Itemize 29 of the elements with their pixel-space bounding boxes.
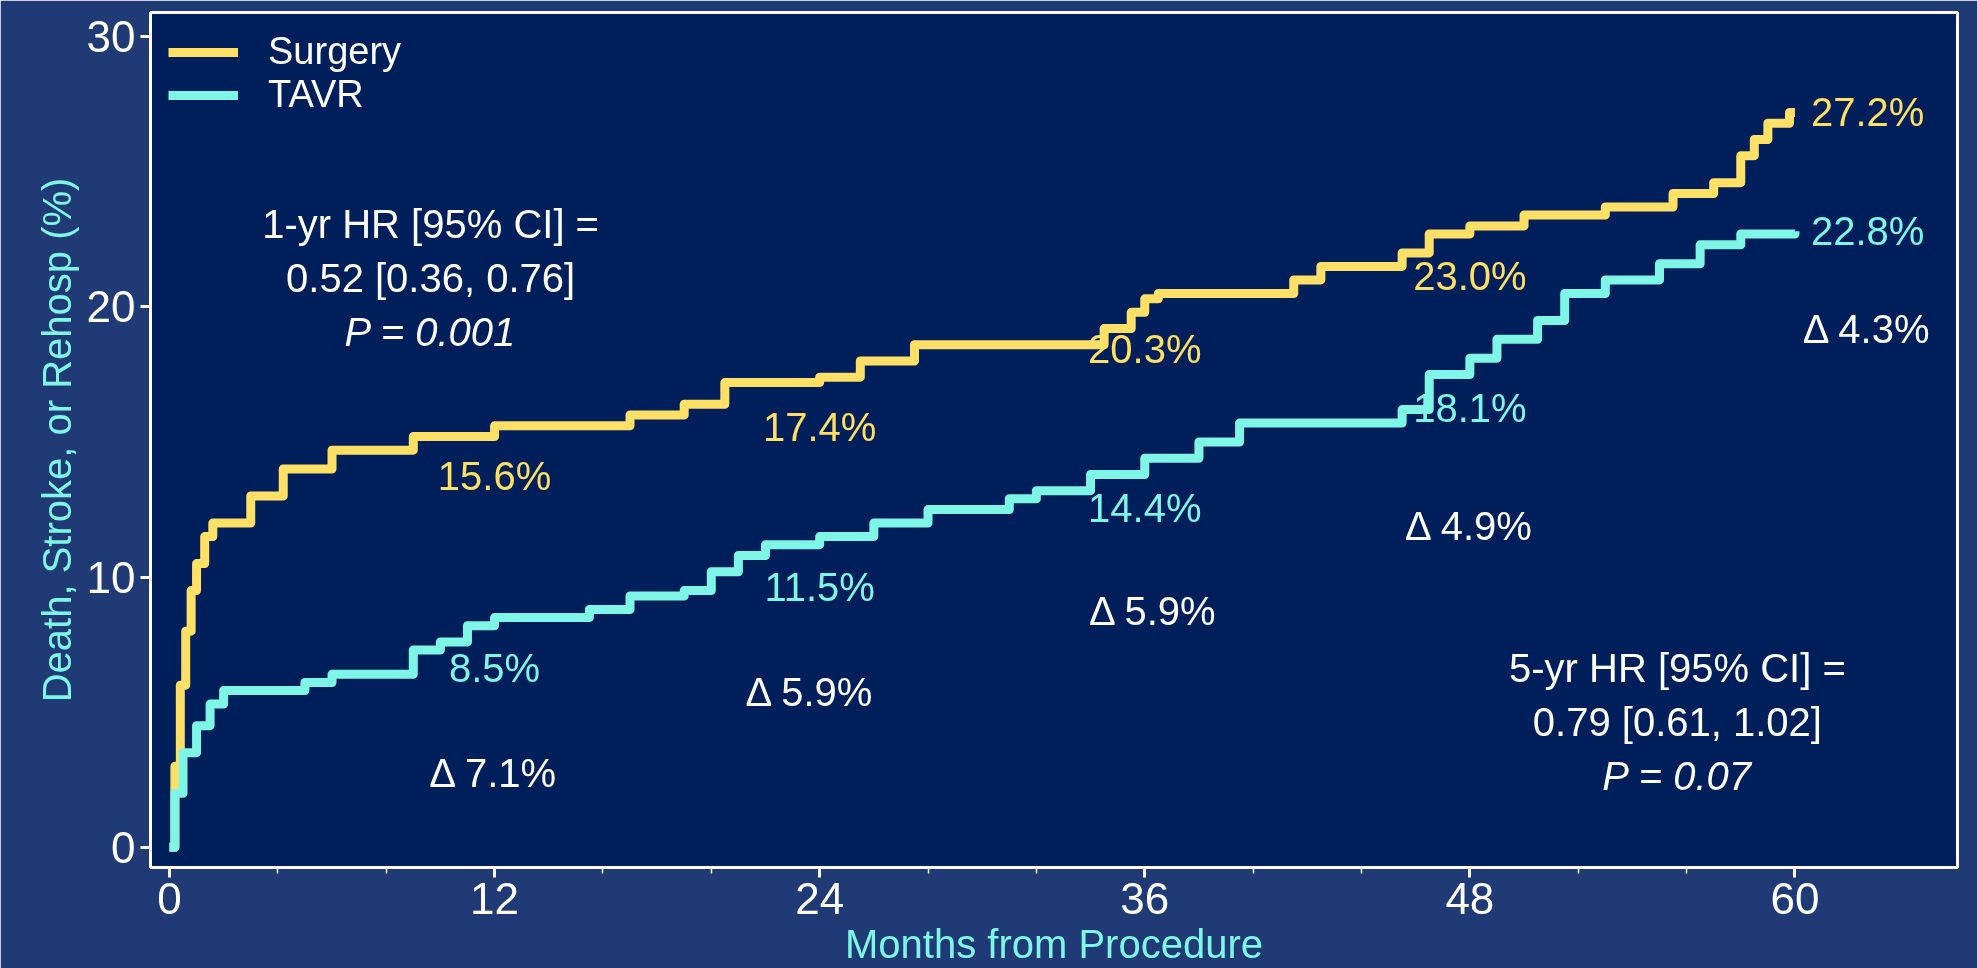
data-label: 27.2% — [1810, 90, 1925, 135]
x-axis-title: Months from Procedure — [845, 921, 1263, 966]
annotation: Δ 5.9% — [745, 670, 873, 715]
annotation: 1-yr HR [95% CI] = 0.52 [0.36, 0.76] P = 0.001 — [262, 201, 599, 354]
annotation: Δ 5.9% — [1088, 589, 1216, 633]
x-tick-label: 12 — [470, 873, 520, 923]
annotation: Δ 7.1% — [429, 751, 557, 796]
data-label: 11.5% — [764, 564, 875, 609]
x-tick-label: 24 — [795, 873, 845, 923]
annotation: 5-yr HR [95% CI] = 0.79 [0.61, 1.02] P = 0.07 — [1509, 646, 1846, 799]
annotation: Δ 4.9% — [1405, 503, 1532, 548]
x-tick-label: 36 — [1120, 873, 1170, 923]
y-tick-label: 30 — [86, 12, 136, 62]
data-label: 14.4% — [1088, 486, 1202, 531]
data-label: 23.0% — [1413, 253, 1527, 298]
legend-label: TAVR — [268, 73, 364, 116]
x-tick-label: 60 — [1770, 873, 1820, 923]
data-label: 8.5% — [448, 645, 541, 690]
y-tick-label: 0 — [111, 822, 136, 872]
y-tick-label: 20 — [86, 282, 136, 332]
data-label: 22.8% — [1810, 209, 1925, 254]
y-tick-label: 10 — [86, 552, 136, 602]
data-label: 17.4% — [762, 405, 877, 450]
data-label: 15.6% — [437, 453, 552, 498]
x-tick-label: 0 — [157, 873, 182, 923]
y-axis-title: Death, Stroke, or Rehosp (%) — [34, 177, 79, 703]
x-tick-label: 48 — [1445, 873, 1495, 923]
annotation: Δ 4.3% — [1802, 306, 1930, 351]
legend-label: Surgery — [268, 30, 402, 73]
